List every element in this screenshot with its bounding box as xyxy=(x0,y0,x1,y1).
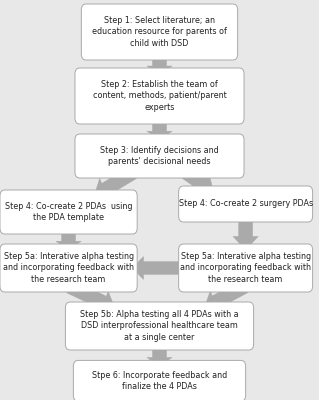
FancyBboxPatch shape xyxy=(75,68,244,124)
FancyBboxPatch shape xyxy=(179,186,313,222)
Polygon shape xyxy=(147,344,172,366)
Text: Step 1: Select literature; an
education resource for parents of
child with DSD: Step 1: Select literature; an education … xyxy=(92,16,227,48)
FancyBboxPatch shape xyxy=(73,360,246,400)
Polygon shape xyxy=(56,228,81,250)
FancyBboxPatch shape xyxy=(179,244,313,292)
FancyBboxPatch shape xyxy=(81,4,238,60)
Polygon shape xyxy=(204,279,248,314)
Polygon shape xyxy=(94,166,137,202)
Text: Step 5b: Alpha testing all 4 PDAs with a
DSD interprofessional healthcare team
a: Step 5b: Alpha testing all 4 PDAs with a… xyxy=(80,310,239,342)
Polygon shape xyxy=(132,256,183,280)
Text: Step 5a: Interative alpha testing
and incorporating feedback with
the research t: Step 5a: Interative alpha testing and in… xyxy=(180,252,311,284)
Polygon shape xyxy=(233,216,258,250)
Text: Step 4: Co-create 2 PDAs  using
the PDA template: Step 4: Co-create 2 PDAs using the PDA t… xyxy=(5,202,132,222)
Text: Stpe 6: Incorporate feedback and
finalize the 4 PDAs: Stpe 6: Incorporate feedback and finaliz… xyxy=(92,370,227,391)
Text: Step 2: Establish the team of
content, methods, patient/parent
experts: Step 2: Establish the team of content, m… xyxy=(93,80,226,112)
FancyBboxPatch shape xyxy=(65,302,254,350)
FancyBboxPatch shape xyxy=(75,134,244,178)
Polygon shape xyxy=(147,54,172,74)
FancyBboxPatch shape xyxy=(0,190,137,234)
Text: Step 3: Identify decisions and
parents' decisional needs: Step 3: Identify decisions and parents' … xyxy=(100,146,219,166)
Polygon shape xyxy=(67,279,115,315)
Polygon shape xyxy=(182,166,214,196)
Text: Step 4: Co-create 2 surgery PDAs: Step 4: Co-create 2 surgery PDAs xyxy=(179,200,313,208)
Polygon shape xyxy=(147,118,172,140)
Text: Step 5a: Interative alpha testing
and incorporating feedback with
the research t: Step 5a: Interative alpha testing and in… xyxy=(3,252,134,284)
FancyBboxPatch shape xyxy=(0,244,137,292)
